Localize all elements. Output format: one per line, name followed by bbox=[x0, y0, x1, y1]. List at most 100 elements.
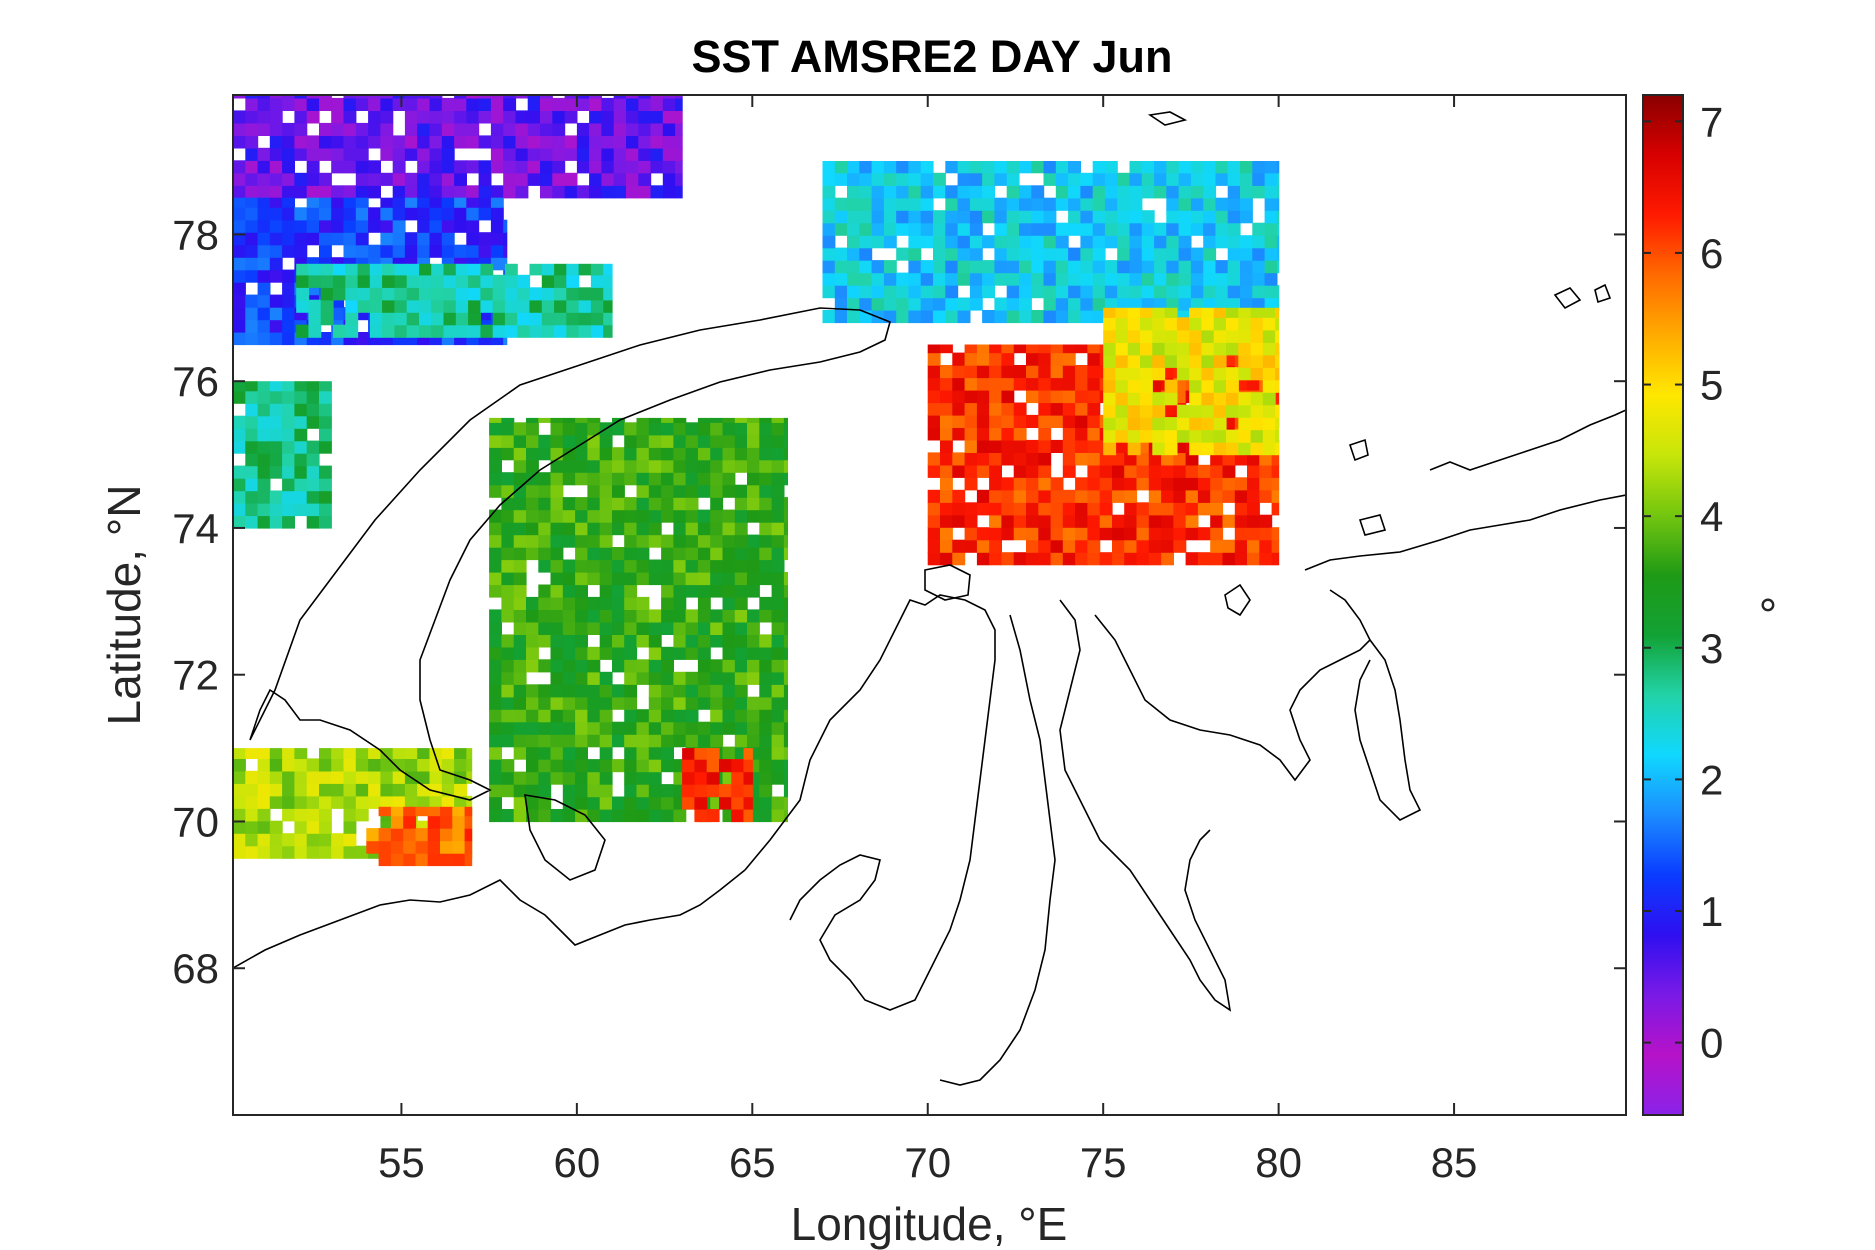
sst-cell bbox=[1026, 552, 1039, 566]
sst-cell bbox=[550, 621, 564, 635]
sst-cell bbox=[282, 390, 295, 404]
sst-cell bbox=[1148, 477, 1162, 491]
sst-cell bbox=[1013, 489, 1027, 503]
sst-cell bbox=[1099, 502, 1113, 516]
sst-cell bbox=[636, 596, 650, 610]
sst-cell bbox=[1026, 439, 1039, 453]
sst-cell bbox=[513, 796, 527, 810]
sst-cell bbox=[355, 748, 369, 759]
sst-cell bbox=[319, 845, 332, 859]
sst-cell bbox=[233, 172, 246, 186]
sst-cell bbox=[1075, 552, 1088, 566]
sst-cell bbox=[562, 497, 576, 511]
colorbar-label: ° bbox=[1732, 596, 1784, 614]
sst-cell bbox=[673, 809, 687, 823]
sst-cell bbox=[466, 97, 480, 111]
sst-cell bbox=[527, 122, 541, 136]
sst-cell bbox=[612, 734, 625, 748]
sst-cell bbox=[319, 820, 332, 834]
sst-cell bbox=[883, 172, 897, 186]
sst-cell bbox=[908, 172, 922, 186]
sst-cell bbox=[294, 110, 308, 124]
sst-cell bbox=[575, 596, 588, 610]
sst-cell bbox=[747, 422, 760, 436]
sst-cell bbox=[1252, 172, 1266, 186]
sst-cell bbox=[1215, 172, 1229, 186]
sst-cell bbox=[306, 160, 320, 174]
sst-cell bbox=[1264, 235, 1278, 249]
sst-cell bbox=[624, 459, 638, 473]
sst-cell bbox=[648, 572, 662, 586]
sst-cell bbox=[626, 97, 639, 111]
sst-cell bbox=[952, 377, 966, 391]
sst-cell bbox=[675, 97, 683, 111]
sst-cell bbox=[710, 447, 724, 461]
sst-cell bbox=[957, 197, 971, 211]
sst-cell bbox=[1276, 197, 1280, 211]
sst-cell bbox=[1215, 297, 1229, 311]
sst-cell bbox=[478, 197, 492, 208]
sst-cell bbox=[368, 185, 381, 199]
sst-cell bbox=[1227, 222, 1241, 236]
sst-cell bbox=[1127, 354, 1141, 368]
sst-cell bbox=[1006, 235, 1020, 249]
sst-cell bbox=[940, 502, 953, 516]
sst-cell bbox=[976, 352, 990, 366]
sst-cell bbox=[1124, 464, 1138, 478]
sst-cell bbox=[648, 417, 662, 423]
sst-cell bbox=[601, 122, 615, 136]
sst-cell bbox=[1166, 272, 1180, 286]
sst-cell bbox=[257, 783, 271, 797]
sst-cell bbox=[982, 260, 995, 274]
sst-cell bbox=[257, 97, 271, 111]
sst-cell bbox=[333, 324, 346, 338]
sst-cell bbox=[859, 185, 873, 199]
sst-cell bbox=[1013, 477, 1027, 491]
sst-cell bbox=[308, 274, 322, 288]
sst-cell bbox=[366, 840, 380, 854]
sst-cell bbox=[355, 332, 369, 346]
sst-cell bbox=[564, 172, 578, 186]
sst-cell bbox=[908, 272, 922, 286]
sst-cell bbox=[257, 795, 271, 809]
sst-cell bbox=[1201, 367, 1215, 381]
sst-cell bbox=[759, 572, 773, 586]
sst-cell bbox=[269, 403, 283, 417]
sst-cell bbox=[368, 172, 381, 186]
sst-cell bbox=[417, 172, 431, 186]
sst-cell bbox=[1050, 439, 1064, 453]
sst-cell bbox=[306, 783, 320, 797]
sst-cell bbox=[478, 110, 492, 124]
sst-cell bbox=[747, 459, 760, 473]
sst-cell bbox=[529, 312, 543, 326]
sst-cell bbox=[599, 709, 613, 723]
sst-cell bbox=[429, 172, 443, 186]
sst-cell bbox=[566, 324, 580, 338]
sst-cell bbox=[747, 721, 760, 735]
sst-cell bbox=[1201, 404, 1215, 418]
sst-cell bbox=[847, 297, 860, 311]
sst-cell bbox=[1038, 552, 1052, 566]
sst-cell bbox=[369, 324, 383, 338]
sst-cell bbox=[920, 161, 934, 174]
sst-cell bbox=[1173, 452, 1187, 466]
y-tick-label: 74 bbox=[172, 505, 219, 552]
sst-cell bbox=[1117, 247, 1131, 261]
sst-cell bbox=[1201, 329, 1215, 343]
sst-cell bbox=[1075, 414, 1088, 428]
sst-cell bbox=[673, 584, 687, 598]
sst-cell bbox=[369, 312, 383, 326]
sst-cell bbox=[382, 324, 395, 338]
sst-cell bbox=[233, 503, 246, 517]
sst-cell bbox=[1092, 210, 1106, 224]
sst-cell bbox=[415, 853, 429, 867]
sst-cell bbox=[1238, 429, 1252, 443]
sst-cell bbox=[759, 684, 773, 698]
sst-cell bbox=[1115, 354, 1129, 368]
sst-cell bbox=[501, 522, 515, 536]
sst-cell bbox=[1227, 285, 1241, 299]
sst-cell bbox=[419, 299, 432, 313]
sst-cell bbox=[269, 332, 283, 346]
sst-cell bbox=[490, 257, 504, 271]
coastline-taymyr bbox=[1304, 494, 1626, 571]
